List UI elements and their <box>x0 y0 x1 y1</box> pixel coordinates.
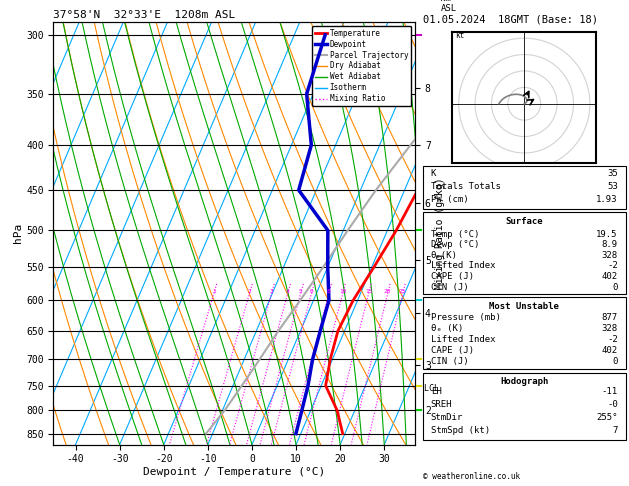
Text: Surface: Surface <box>506 217 543 226</box>
Text: 25: 25 <box>399 289 406 294</box>
Text: 35: 35 <box>607 169 618 178</box>
Text: 4: 4 <box>286 289 289 294</box>
Text: SREH: SREH <box>431 400 452 409</box>
X-axis label: Dewpoint / Temperature (°C): Dewpoint / Temperature (°C) <box>143 467 325 477</box>
Text: kt: kt <box>455 31 465 40</box>
Text: Totals Totals: Totals Totals <box>431 182 501 191</box>
Text: 402: 402 <box>601 272 618 281</box>
Text: 328: 328 <box>601 251 618 260</box>
Text: 10: 10 <box>339 289 347 294</box>
Text: 1.93: 1.93 <box>596 195 618 205</box>
Text: 37°58'N  32°33'E  1208m ASL: 37°58'N 32°33'E 1208m ASL <box>53 10 236 20</box>
Text: 53: 53 <box>607 182 618 191</box>
Text: 6: 6 <box>309 289 313 294</box>
Text: LCL: LCL <box>419 384 439 393</box>
Text: 2: 2 <box>248 289 251 294</box>
Text: 0: 0 <box>613 282 618 292</box>
Text: 402: 402 <box>601 346 618 355</box>
Text: 5: 5 <box>299 289 303 294</box>
Text: CAPE (J): CAPE (J) <box>431 346 474 355</box>
Text: 0: 0 <box>613 357 618 366</box>
Text: 01.05.2024  18GMT (Base: 18): 01.05.2024 18GMT (Base: 18) <box>423 15 598 25</box>
Text: Hodograph: Hodograph <box>500 377 548 386</box>
Text: K: K <box>431 169 436 178</box>
Text: 19.5: 19.5 <box>596 229 618 239</box>
Legend: Temperature, Dewpoint, Parcel Trajectory, Dry Adiabat, Wet Adiabat, Isotherm, Mi: Temperature, Dewpoint, Parcel Trajectory… <box>312 26 411 106</box>
Text: θₑ (K): θₑ (K) <box>431 324 463 333</box>
Text: StmDir: StmDir <box>431 413 463 422</box>
Text: Most Unstable: Most Unstable <box>489 302 559 311</box>
Text: EH: EH <box>431 387 442 396</box>
Text: 1: 1 <box>212 289 216 294</box>
Text: 20: 20 <box>384 289 391 294</box>
Text: CIN (J): CIN (J) <box>431 282 469 292</box>
Text: PW (cm): PW (cm) <box>431 195 469 205</box>
Y-axis label: Mixing Ratio (g/kg): Mixing Ratio (g/kg) <box>435 177 445 289</box>
Text: -2: -2 <box>607 335 618 344</box>
Text: 328: 328 <box>601 324 618 333</box>
Text: 3: 3 <box>270 289 274 294</box>
Text: Dewp (°C): Dewp (°C) <box>431 240 479 249</box>
Text: 877: 877 <box>601 312 618 322</box>
Text: Pressure (mb): Pressure (mb) <box>431 312 501 322</box>
Text: Temp (°C): Temp (°C) <box>431 229 479 239</box>
Text: StmSpd (kt): StmSpd (kt) <box>431 426 490 435</box>
Y-axis label: hPa: hPa <box>13 223 23 243</box>
Text: © weatheronline.co.uk: © weatheronline.co.uk <box>423 472 520 481</box>
Text: CAPE (J): CAPE (J) <box>431 272 474 281</box>
Text: -11: -11 <box>601 387 618 396</box>
Text: θₑ(K): θₑ(K) <box>431 251 458 260</box>
Text: 7: 7 <box>613 426 618 435</box>
Text: -2: -2 <box>607 261 618 270</box>
Text: 8: 8 <box>327 289 331 294</box>
Text: Lifted Index: Lifted Index <box>431 261 495 270</box>
Text: 8.9: 8.9 <box>601 240 618 249</box>
Text: -0: -0 <box>607 400 618 409</box>
Text: CIN (J): CIN (J) <box>431 357 469 366</box>
Text: Lifted Index: Lifted Index <box>431 335 495 344</box>
Text: 15: 15 <box>365 289 372 294</box>
Text: km
ASL: km ASL <box>440 0 457 14</box>
Text: 255°: 255° <box>596 413 618 422</box>
